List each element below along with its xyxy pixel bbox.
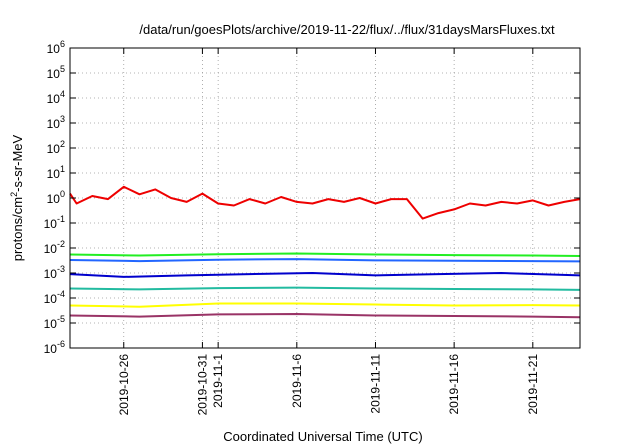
x-tick-label: 2019-11-21 bbox=[526, 354, 540, 415]
series-line-5 bbox=[69, 286, 581, 291]
y-tick-label-base: 10 bbox=[44, 292, 58, 306]
y-tick-label: 102 bbox=[47, 139, 65, 156]
y-tick-label-exp: 0 bbox=[60, 189, 65, 199]
y-axis-label-sup: 2 bbox=[9, 192, 19, 197]
x-tick-labels: 2019-10-26 2019-10-31 2019-11-1 2019-11-6 20… bbox=[117, 354, 540, 416]
y-tick-label-exp: -3 bbox=[57, 264, 65, 274]
x-tick-label: 2019-10-31 bbox=[195, 354, 209, 416]
series-line-6 bbox=[69, 302, 581, 308]
axis-ticks bbox=[70, 47, 580, 349]
y-tick-label: 10-1 bbox=[44, 214, 65, 231]
y-tick-label: 106 bbox=[47, 39, 65, 56]
y-tick-label-base: 10 bbox=[44, 342, 58, 356]
x-axis-label: Coordinated Universal Time (UTC) bbox=[223, 429, 422, 444]
series-line-2 bbox=[69, 252, 581, 257]
y-tick-label: 104 bbox=[47, 89, 65, 106]
x-tick-label: 2019-10-26 bbox=[117, 354, 131, 416]
y-tick-label-base: 10 bbox=[44, 317, 58, 331]
y-tick-label: 101 bbox=[47, 164, 65, 181]
y-tick-label: 10-2 bbox=[44, 239, 65, 256]
y-tick-label-base: 10 bbox=[47, 92, 61, 106]
y-axis-label-base: protons/cm bbox=[10, 197, 25, 261]
y-tick-label-base: 10 bbox=[44, 267, 58, 281]
y-tick-label: 10-5 bbox=[44, 314, 65, 331]
chart-title: /data/run/goesPlots/archive/2019-11-22/f… bbox=[139, 22, 555, 37]
y-tick-label: 10-3 bbox=[44, 264, 65, 281]
y-tick-label-base: 10 bbox=[47, 67, 61, 81]
y-tick-label-base: 10 bbox=[47, 142, 61, 156]
x-tick-label: 2019-11-1 bbox=[211, 354, 225, 408]
y-tick-label-base: 10 bbox=[47, 117, 61, 131]
y-tick-label-exp: 2 bbox=[60, 139, 65, 149]
y-tick-label-base: 10 bbox=[44, 217, 58, 231]
y-tick-label-base: 10 bbox=[47, 167, 61, 181]
y-tick-label-exp: 6 bbox=[60, 39, 65, 49]
y-tick-label-base: 10 bbox=[44, 242, 58, 256]
x-tick-label: 2019-11-11 bbox=[368, 354, 382, 414]
y-tick-label-exp: 1 bbox=[60, 164, 65, 174]
y-tick-label-exp: -4 bbox=[57, 289, 65, 299]
y-tick-label: 103 bbox=[47, 114, 65, 131]
y-tick-label-exp: -2 bbox=[57, 239, 65, 249]
series-line-3 bbox=[69, 258, 581, 263]
y-tick-labels: 10-610-510-410-310-210-11001011021031041… bbox=[44, 39, 65, 356]
y-tick-label: 10-6 bbox=[44, 339, 65, 356]
grid-lines bbox=[70, 48, 580, 348]
y-tick-label: 10-4 bbox=[44, 289, 65, 306]
y-tick-label-base: 10 bbox=[47, 192, 61, 206]
x-tick-label: 2019-11-16 bbox=[447, 354, 461, 415]
y-tick-label-exp: 3 bbox=[60, 114, 65, 124]
series-group bbox=[69, 185, 581, 319]
y-tick-label-exp: 5 bbox=[60, 64, 65, 74]
series-line-4 bbox=[69, 272, 581, 278]
series-line-7 bbox=[69, 313, 581, 319]
y-tick-label: 105 bbox=[47, 64, 65, 81]
y-tick-label-exp: -1 bbox=[57, 214, 65, 224]
y-axis-label: protons/cm2-s-sr-MeV bbox=[9, 134, 25, 261]
y-tick-label-base: 10 bbox=[47, 42, 61, 56]
y-axis-label-rest: -s-sr-MeV bbox=[10, 134, 25, 191]
y-tick-label-exp: 4 bbox=[60, 89, 65, 99]
y-tick-label-exp: -5 bbox=[57, 314, 65, 324]
y-tick-label-exp: -6 bbox=[57, 339, 65, 349]
y-tick-label: 100 bbox=[47, 189, 65, 206]
series-line-1 bbox=[69, 185, 581, 220]
x-tick-label: 2019-11-6 bbox=[290, 354, 304, 408]
